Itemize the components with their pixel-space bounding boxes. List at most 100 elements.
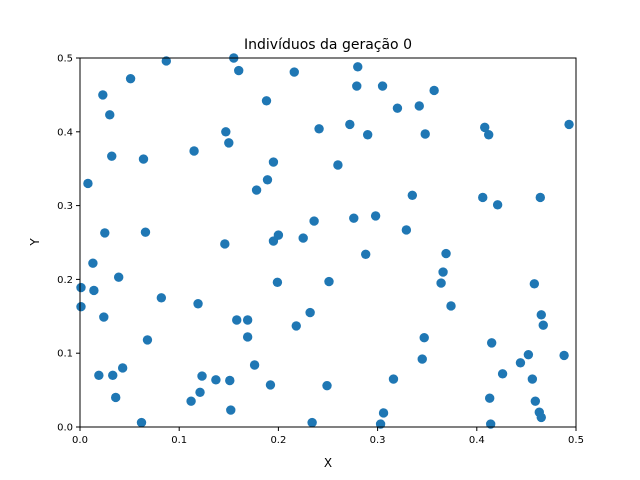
data-point-3 — [88, 258, 98, 268]
data-point-28 — [220, 239, 230, 249]
data-point-92 — [530, 396, 541, 406]
data-point-36 — [242, 315, 253, 325]
data-point-6 — [98, 90, 108, 100]
data-point-13 — [113, 272, 124, 282]
y-tick-label-5: 0.5 — [57, 54, 73, 65]
data-point-76 — [436, 278, 446, 288]
data-point-69 — [401, 225, 412, 235]
data-point-24 — [193, 299, 203, 309]
data-point-25 — [195, 387, 205, 398]
data-point-91 — [529, 279, 540, 289]
data-point-59 — [352, 81, 362, 91]
y-tick-label-3: 0.3 — [57, 201, 73, 212]
data-point-52 — [309, 216, 319, 226]
data-point-17 — [138, 154, 149, 164]
data-point-14 — [117, 363, 128, 373]
data-point-15 — [125, 73, 136, 84]
data-point-40 — [261, 96, 272, 106]
data-point-19 — [142, 335, 153, 345]
x-tick-label-4: 0.4 — [469, 435, 485, 446]
data-point-86 — [492, 200, 503, 210]
data-point-50 — [305, 307, 315, 318]
data-point-12 — [111, 392, 121, 403]
data-point-49 — [298, 233, 308, 243]
data-point-62 — [362, 130, 373, 140]
data-point-77 — [438, 267, 448, 277]
plot-frame — [79, 57, 577, 428]
data-point-26 — [197, 371, 207, 381]
data-point-70 — [407, 190, 418, 200]
data-point-29 — [221, 127, 231, 137]
data-point-63 — [370, 211, 381, 221]
data-point-94 — [535, 192, 545, 203]
data-point-87 — [497, 369, 508, 379]
y-tick-label-1: 0.1 — [57, 349, 73, 360]
data-point-90 — [527, 374, 538, 384]
x-tick-label-1: 0.1 — [171, 435, 187, 446]
data-point-46 — [273, 230, 284, 240]
data-point-75 — [429, 85, 439, 96]
data-point-78 — [441, 248, 451, 259]
data-point-95 — [536, 310, 546, 320]
data-point-80 — [478, 192, 488, 203]
data-point-22 — [186, 396, 196, 406]
data-point-85 — [486, 338, 497, 348]
data-point-98 — [559, 350, 569, 361]
x-axis-label: X — [324, 456, 332, 470]
data-point-99 — [564, 119, 574, 130]
data-point-34 — [232, 315, 242, 325]
data-point-81 — [480, 122, 490, 133]
data-point-5 — [94, 370, 104, 381]
data-point-68 — [392, 103, 403, 113]
y-tick-label-0: 0.0 — [57, 423, 73, 434]
data-point-71 — [414, 101, 424, 111]
data-point-54 — [322, 380, 332, 391]
data-point-73 — [419, 333, 429, 343]
data-point-96 — [536, 412, 546, 423]
data-point-60 — [353, 62, 363, 72]
data-point-11 — [108, 370, 118, 381]
points-layer — [76, 53, 574, 429]
data-point-2 — [83, 178, 93, 189]
data-point-31 — [225, 375, 235, 386]
data-point-32 — [226, 405, 236, 415]
data-point-61 — [361, 249, 371, 260]
data-point-30 — [224, 138, 234, 148]
data-point-37 — [242, 332, 253, 342]
data-point-0 — [76, 282, 86, 293]
data-point-42 — [265, 380, 276, 390]
x-tick-label-0: 0.0 — [72, 435, 88, 446]
data-point-18 — [140, 227, 151, 237]
data-point-79 — [446, 301, 456, 311]
data-point-51 — [307, 417, 317, 428]
data-point-21 — [161, 56, 171, 66]
data-point-88 — [515, 358, 526, 368]
y-tick-label-2: 0.2 — [57, 275, 73, 286]
x-tick-label-3: 0.3 — [370, 435, 386, 446]
data-point-43 — [268, 157, 279, 167]
data-point-89 — [523, 349, 534, 360]
y-axis-label: Y — [28, 238, 42, 247]
data-point-45 — [272, 277, 283, 288]
data-point-48 — [291, 321, 301, 331]
data-point-56 — [333, 160, 343, 170]
data-point-4 — [89, 285, 99, 296]
data-point-97 — [538, 320, 548, 330]
y-tick-label-4: 0.4 — [57, 127, 73, 138]
data-point-10 — [107, 151, 117, 161]
data-point-38 — [249, 360, 260, 370]
data-point-16 — [136, 417, 147, 428]
axes-layer: 0.0 0.1 0.2 0.3 0.4 0.5 0.0 0.1 0.2 0.3 0.4 0.5 — [57, 54, 584, 447]
data-point-53 — [314, 124, 324, 134]
data-point-20 — [156, 293, 167, 303]
data-point-23 — [189, 146, 199, 156]
data-point-64 — [375, 419, 386, 429]
data-point-41 — [262, 175, 273, 185]
data-point-72 — [417, 354, 427, 364]
data-point-39 — [251, 185, 262, 195]
data-point-1 — [76, 302, 86, 312]
data-point-7 — [99, 312, 109, 322]
data-point-83 — [485, 393, 495, 403]
